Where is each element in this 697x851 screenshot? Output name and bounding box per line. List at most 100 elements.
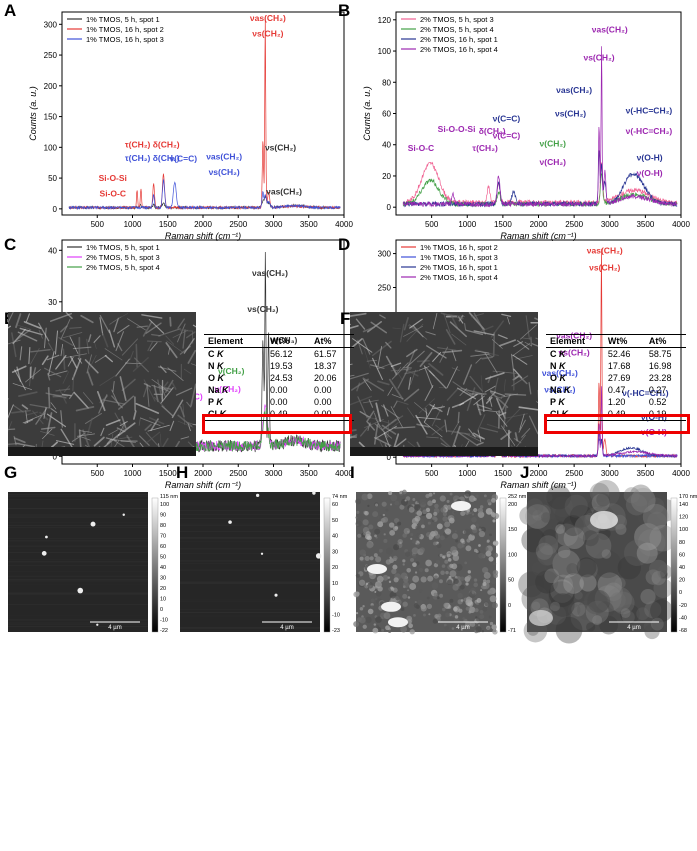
x-tick-label: 2000 — [194, 220, 212, 229]
y-tick-label: 300 — [378, 250, 392, 259]
x-tick-label: 1000 — [124, 469, 142, 478]
x-tick-label: 2500 — [565, 220, 583, 229]
x-axis-label: Raman shift (cm⁻¹) — [165, 480, 241, 490]
legend: 1% TMOS, 5 h, spot 11% TMOS, 16 h, spot … — [67, 15, 164, 44]
element-cell: Cl K — [546, 408, 604, 421]
value-cell: 20.06 — [313, 373, 337, 383]
color-bar-tick: -10 — [160, 618, 168, 624]
x-tick-label: 3500 — [300, 220, 318, 229]
color-bar-tick: 70 — [160, 534, 166, 540]
peak-annotation: νas(CH₂) — [542, 368, 578, 378]
legend-label: 2% TMOS, 5 h, spot 4 — [86, 263, 160, 272]
peak-annotation: ν(O-H) — [637, 152, 663, 162]
element-cell: C K — [208, 349, 224, 359]
sem-texture-e — [8, 312, 196, 456]
y-tick-label: 100 — [44, 143, 58, 152]
color-bar-tick: 200 — [508, 502, 517, 508]
peak-annotation: Si-O-O-Si — [438, 124, 476, 134]
color-bar-max-label: 115 nm — [160, 494, 178, 500]
legend-label: 2% TMOS, 16 h, spot 1 — [420, 35, 498, 44]
table-row: O K 24.53 20.06 — [204, 372, 354, 384]
value-cell: 17.68 — [607, 361, 631, 371]
peak-annotation: νs(CH₂) — [544, 385, 575, 395]
color-bar-tick: 60 — [679, 552, 685, 558]
element-cell: P K — [550, 397, 565, 407]
chart-B: 500 1000 1500 2000 2500 3000 3500 4000 0 20 40 60 80… — [362, 11, 690, 241]
x-tick-label: 2000 — [530, 469, 548, 478]
table-header-row: Element Wt% At% — [204, 334, 354, 348]
x-tick-label: 1500 — [494, 469, 512, 478]
x-tick-label: 3000 — [265, 220, 283, 229]
chart-A: 500 1000 1500 2000 2500 3000 3500 4000 0 50 100 150… — [28, 11, 353, 241]
column-header: At% — [309, 334, 354, 348]
scale-bar-label: 4 µm — [456, 625, 469, 631]
panel-letter-f: F — [340, 309, 350, 328]
color-bar-tick: 140 — [679, 502, 688, 508]
x-tick-label: 3000 — [265, 469, 283, 478]
peak-annotation: νs(CH₂) — [247, 304, 278, 314]
x-tick-label: 2500 — [565, 469, 583, 478]
y-tick-label: 100 — [378, 47, 392, 56]
sem-info-bar-f — [350, 447, 538, 456]
x-tick-label: 500 — [425, 469, 439, 478]
peak-annotation: ν(-HC=CH₂) — [626, 106, 673, 116]
table-row: C K 52.46 58.75 — [546, 348, 686, 361]
element-cell: O K — [550, 373, 567, 383]
y-tick-label: 40 — [382, 141, 391, 150]
color-bar-max-label: 74 nm — [332, 494, 348, 500]
y-tick-label: 50 — [48, 174, 57, 183]
color-bar-tick: 30 — [332, 549, 338, 555]
sem-image-f — [350, 312, 538, 456]
x-axis-label: Raman shift (cm⁻¹) — [500, 231, 576, 241]
afm-image-h: 4 µm 74 nm 60 50 40 30 20 10 0 -10 -23 — [180, 491, 348, 634]
peak-annotation: Si-O-C — [100, 189, 126, 199]
color-bar-tick: 120 — [679, 515, 688, 521]
color-bar-tick: 50 — [332, 518, 338, 524]
color-bar-tick: -71 — [508, 628, 516, 634]
value-cell: 0.00 — [269, 385, 288, 395]
x-tick-label: 4000 — [672, 220, 690, 229]
y-tick-label: 40 — [48, 246, 57, 255]
color-bar-tick: 100 — [160, 502, 169, 508]
value-cell: 0.00 — [269, 397, 288, 407]
y-tick-label: 200 — [44, 82, 58, 91]
x-tick-label: 3500 — [636, 220, 654, 229]
color-bar-tick: 50 — [160, 555, 166, 561]
x-tick-label: 4000 — [335, 220, 353, 229]
element-cell: Na K — [208, 385, 229, 395]
legend-label: 2% TMOS, 5 h, spot 3 — [420, 15, 494, 24]
peak-annotation: ν(CH₂) — [218, 366, 245, 376]
panel-letter-a: A — [4, 1, 16, 20]
panel-letter-h: H — [176, 463, 188, 482]
value-cell: 16.98 — [648, 361, 672, 371]
x-tick-label: 1000 — [458, 469, 476, 478]
element-cell: Cl K — [204, 408, 266, 421]
element-cell: N K — [550, 361, 566, 371]
color-bar-max-label: 170 nm — [679, 494, 697, 500]
peak-annotation: νas(CH₂) — [592, 24, 628, 34]
x-tick-label: 4000 — [672, 469, 690, 478]
color-bar-tick: 90 — [160, 513, 166, 519]
legend: 2% TMOS, 5 h, spot 32% TMOS, 5 h, spot 4… — [401, 15, 498, 54]
x-tick-label: 3500 — [636, 469, 654, 478]
table-row: O K 27.69 23.28 — [546, 372, 686, 384]
edx-table-f: Element Wt% At% C K 52.46 58.75 N K 17.68 16.98 O… — [546, 334, 691, 421]
peak-annotation: ν(O-H) — [637, 168, 663, 178]
color-bar-tick: -20 — [679, 603, 687, 609]
value-cell: 0.52 — [648, 397, 667, 407]
peak-annotation: ν(-HC=CH₂) — [622, 388, 669, 398]
color-bar — [151, 497, 159, 633]
legend-label: 1% TMOS, 5 h, spot 1 — [86, 15, 160, 24]
value-cell: 23.28 — [648, 373, 672, 383]
column-header: Wt% — [265, 334, 310, 348]
color-bar-tick: 0 — [160, 607, 163, 613]
afm-image-i: 4 µm 252 nm 200 150 100 50 0 -71 — [353, 489, 527, 635]
color-bar-max-label: 252 nm — [508, 494, 527, 500]
color-bar-tick: 0 — [508, 603, 511, 609]
color-bar-tick: 80 — [160, 523, 166, 529]
value-cell: 0.00 — [313, 385, 332, 395]
series-line-4 — [402, 386, 678, 459]
legend-label: 2% TMOS, 16 h, spot 4 — [420, 45, 498, 54]
color-bar-tick: 20 — [332, 565, 338, 571]
